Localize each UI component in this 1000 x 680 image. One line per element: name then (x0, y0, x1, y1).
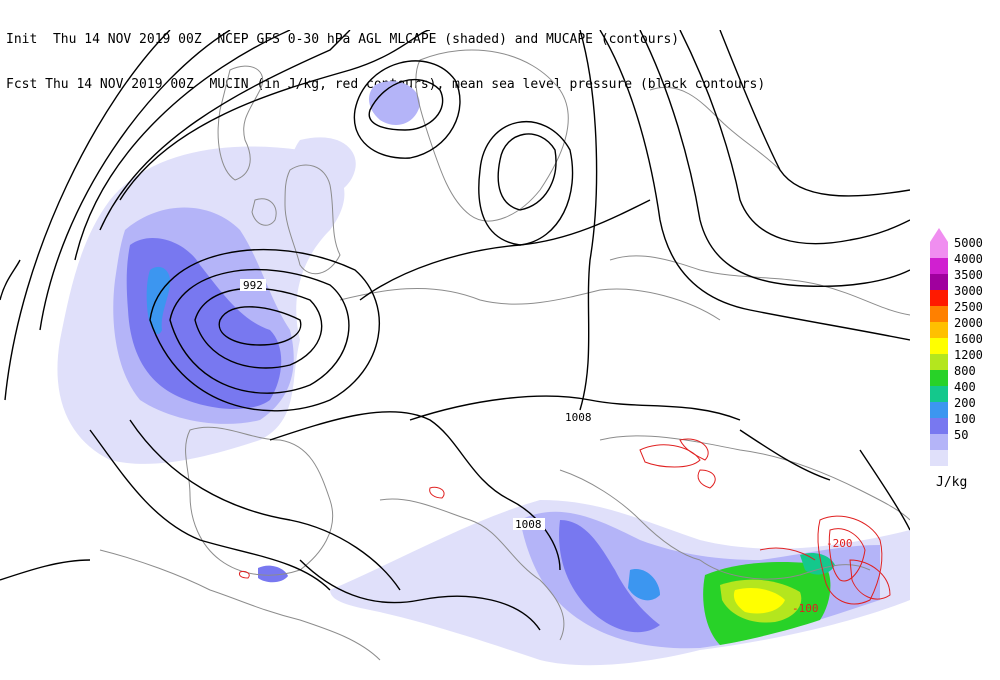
legend-label: 3000 (954, 284, 983, 298)
legend-overflow-arrow-icon (930, 228, 948, 242)
color-legend: 5000 4000 3500 3000 2500 2000 1600 1200 800 400 20… (930, 236, 998, 466)
legend-unit: J/kg (936, 475, 968, 490)
legend-label: 5000 (954, 236, 983, 250)
legend-row: 2500 (930, 300, 998, 322)
legend-row: 1200 (930, 348, 998, 370)
legend-swatch (930, 338, 948, 354)
contour-labels: 992 1008 1008 -200 -100 (240, 279, 853, 615)
legend-swatch (930, 258, 948, 274)
mucin-contours (239, 438, 891, 605)
legend-swatch (930, 386, 948, 402)
legend-row (930, 450, 998, 466)
legend-swatch (930, 450, 948, 466)
legend-label: 4000 (954, 252, 983, 266)
legend-label: 1200 (954, 348, 983, 362)
legend-label: 1600 (954, 332, 983, 346)
coastlines (99, 49, 910, 661)
cape-shading-spain (258, 565, 288, 583)
legend-row: 5000 (930, 236, 998, 258)
cape-shading-med-blue (628, 569, 660, 601)
legend-label: 3500 (954, 268, 983, 282)
legend-row: 800 (930, 364, 998, 386)
legend-row: 4000 (930, 252, 998, 274)
legend-row: 400 (930, 380, 998, 402)
legend-swatch (930, 402, 948, 418)
legend-label: 800 (954, 364, 976, 378)
legend-row: 3000 (930, 284, 998, 306)
legend-swatch (930, 370, 948, 386)
legend-row: 2000 (930, 316, 998, 338)
mslp-label-1008-central: 1008 (565, 411, 592, 424)
legend-row: 100 (930, 412, 998, 434)
legend-swatch (930, 290, 948, 306)
legend-label: 50 (954, 428, 969, 442)
legend-row: 3500 (930, 268, 998, 290)
legend-row: 200 (930, 396, 998, 418)
mucin-label-200: -200 (826, 537, 853, 550)
legend-label: 100 (954, 412, 976, 426)
legend-swatch (930, 306, 948, 322)
legend-label: 2000 (954, 316, 983, 330)
legend-swatch (930, 322, 948, 338)
legend-label: 200 (954, 396, 976, 410)
legend-row: 50 (930, 428, 998, 450)
mslp-label-992: 992 (243, 279, 263, 292)
legend-swatch (930, 418, 948, 434)
legend-row: 1600 (930, 332, 998, 354)
cape-shading-northsea (291, 137, 356, 197)
legend-swatch (930, 354, 948, 370)
mslp-label-1008-south: 1008 (515, 518, 542, 531)
cape-shading-levant-teal (800, 553, 835, 575)
cape-shading-levant-yellow (733, 588, 785, 614)
cape-shading-norway (368, 81, 420, 125)
cape-shading-med-core (559, 520, 660, 633)
legend-swatch (930, 274, 948, 290)
legend-label: 2500 (954, 300, 983, 314)
legend-label: 400 (954, 380, 976, 394)
init-line: Init Thu 14 NOV 2019 00Z NCEP GFS 0-30 h… (6, 32, 680, 47)
mucin-label-100: -100 (792, 602, 819, 615)
map-canvas: 992 1008 1008 -200 -100 (0, 30, 910, 666)
legend-swatch (930, 434, 948, 450)
legend-swatch (930, 242, 948, 258)
cape-shading-atlantic-blue (146, 266, 171, 335)
